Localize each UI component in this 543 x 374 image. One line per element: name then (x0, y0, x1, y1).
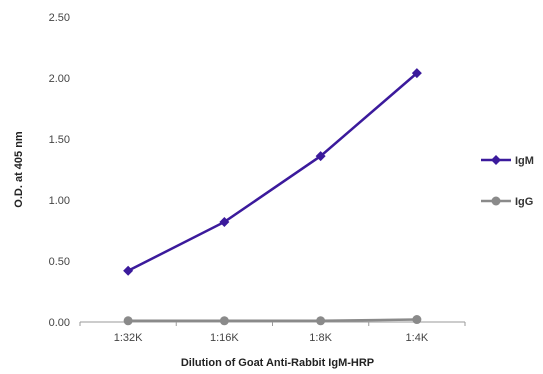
y-tick-label: 0.50 (49, 256, 70, 268)
series-igg (123, 315, 422, 326)
legend-label: IgG (515, 196, 533, 208)
legend-label: IgM (515, 155, 534, 167)
series-line (128, 318, 417, 323)
y-tick-label: 2.50 (49, 12, 70, 24)
data-point (412, 315, 422, 325)
x-tick-label: 1:8K (309, 332, 332, 344)
legend: IgM IgG (481, 155, 534, 208)
y-axis-ticks: 0.00 0.50 1.00 1.50 2.00 2.50 (49, 12, 70, 329)
data-point (316, 316, 326, 326)
series-line (127, 72, 418, 272)
series-layer (123, 68, 422, 326)
series-igm (123, 68, 422, 276)
legend-item: IgG (481, 196, 533, 208)
y-tick-label: 2.00 (49, 73, 70, 85)
x-tick-label: 1:16K (210, 332, 239, 344)
data-point (123, 316, 133, 326)
data-point (219, 316, 229, 326)
data-point (411, 68, 422, 79)
x-axis-ticks: 1:32K 1:16K 1:8K 1:4K (79, 322, 466, 344)
legend-marker (491, 196, 501, 206)
data-point (123, 265, 134, 276)
data-point (219, 216, 230, 227)
data-point (315, 151, 326, 162)
y-axis-title: O.D. at 405 nm (13, 131, 25, 208)
x-tick-label: 1:4K (406, 332, 429, 344)
y-tick-label: 1.00 (49, 195, 70, 207)
y-tick-label: 1.50 (49, 134, 70, 146)
y-tick-label: 0.00 (49, 317, 70, 329)
x-axis-title: Dilution of Goat Anti-Rabbit IgM-HRP (181, 357, 374, 369)
legend-marker (491, 155, 501, 165)
x-tick-label: 1:32K (114, 332, 143, 344)
legend-item: IgM (481, 155, 534, 167)
